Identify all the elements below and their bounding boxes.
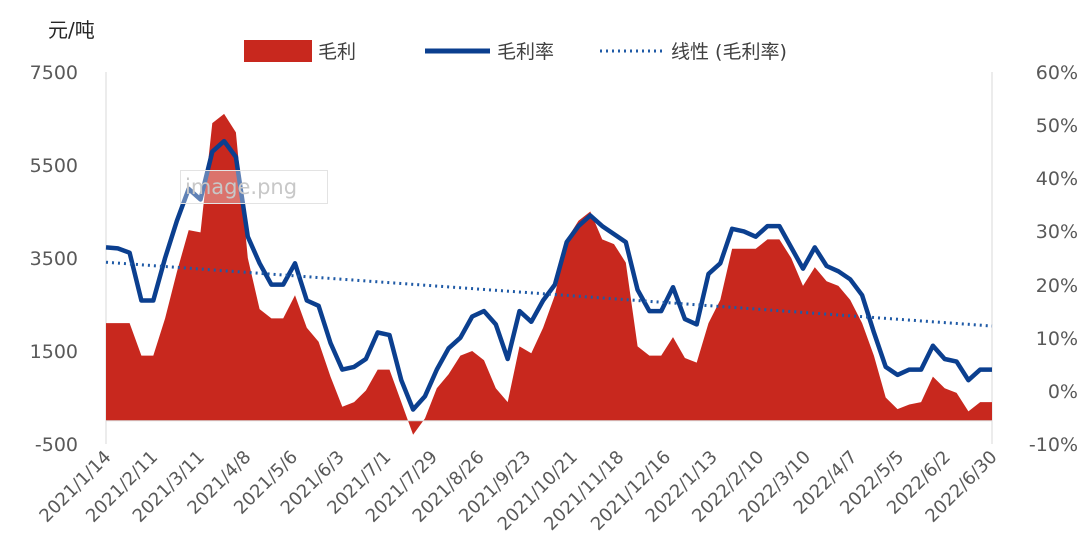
y-right-tick: 60%: [1036, 62, 1078, 84]
series-gross-margin-line: [105, 138, 992, 412]
y-left-unit-label: 元/吨: [48, 18, 95, 42]
y-right-tick-labels: 60% 50% 40% 30% 20% 10% 0% -10%: [1029, 62, 1078, 456]
y-right-tick: 10%: [1036, 328, 1078, 350]
series-layer: [105, 113, 993, 435]
y-left-tick: 3500: [30, 248, 78, 270]
legend: 毛利 毛利率 线性 (毛利率): [244, 40, 787, 63]
y-right-tick: 30%: [1036, 221, 1078, 243]
image-placeholder-watermark: image.png: [180, 170, 328, 204]
y-left-tick: 5500: [30, 155, 78, 177]
series-gross-profit-area: [106, 113, 992, 435]
y-left-tick-labels: 7500 5500 3500 1500 -500: [30, 62, 78, 456]
y-right-tick: 40%: [1036, 168, 1078, 190]
series-gross-margin-trendline: [105, 260, 993, 328]
legend-swatch-gross-profit: [244, 40, 312, 62]
y-left-tick: -500: [35, 434, 78, 456]
y-right-tick: -10%: [1029, 434, 1078, 456]
y-left-tick: 1500: [30, 341, 78, 363]
y-right-tick: 20%: [1036, 275, 1078, 297]
legend-label-gross-margin: 毛利率: [497, 41, 554, 63]
y-right-tick: 0%: [1048, 381, 1078, 403]
y-left-tick: 7500: [30, 62, 78, 84]
legend-label-gross-profit: 毛利: [318, 41, 356, 63]
x-tick-labels: 2021/1/142021/2/112021/3/112021/4/82021/…: [35, 447, 1001, 535]
y-right-tick: 50%: [1036, 115, 1078, 137]
legend-label-trendline: 线性 (毛利率): [671, 41, 787, 63]
